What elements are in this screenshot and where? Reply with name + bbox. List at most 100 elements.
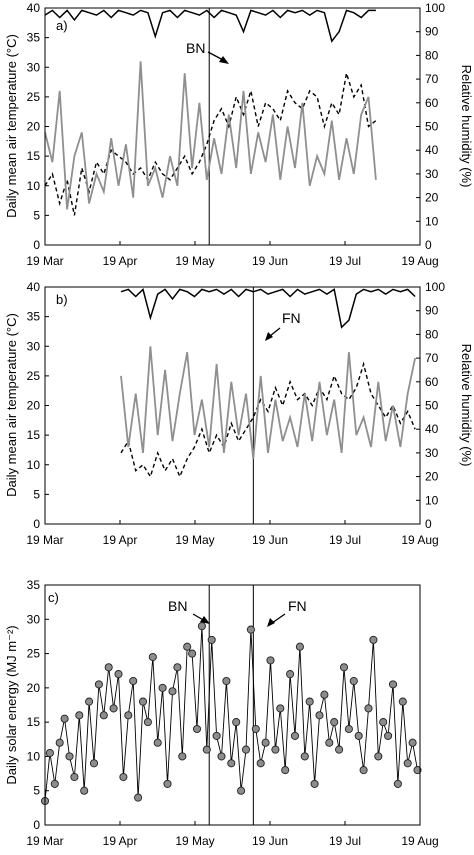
panel-c-ytick-label: 5	[33, 784, 40, 798]
panel-c-point	[222, 676, 231, 686]
panel-b-xtick-label: 19 Apr	[103, 533, 138, 547]
panel-a-ytick-label: 15	[27, 149, 41, 163]
panel-a-y2tick-label: 20	[425, 191, 439, 205]
panel-c-ylabel: Daily solar energy (MJ m⁻²)	[4, 625, 19, 784]
panel-c-ytick-label: 25	[27, 647, 41, 661]
panel-c-point	[271, 745, 280, 754]
panel-c-point	[192, 724, 202, 734]
panel-a-y2tick-label: 0	[425, 238, 432, 252]
panel-a-label: a)	[56, 18, 68, 33]
panel-a-ytick-label: 25	[27, 90, 41, 104]
panel-a-arrowhead	[219, 56, 229, 64]
panel-c-point	[148, 652, 157, 662]
panel-c-point	[104, 663, 113, 672]
panel-c-label: c)	[48, 590, 59, 605]
panel-a-ytick-label: 30	[27, 60, 41, 74]
panel-a-series-dashed-line	[44, 72, 377, 216]
panel-b-ytick-label: 25	[27, 369, 41, 383]
panel-c-point	[364, 704, 373, 713]
panel-c-point	[188, 649, 197, 658]
panel-c-point	[114, 670, 123, 679]
panel-c-point	[237, 786, 246, 795]
panel-c-xtick-label: 19 Mar	[26, 834, 63, 848]
panel-c-point	[374, 752, 383, 761]
panel-a-xtick-label: 19 Aug	[401, 254, 438, 268]
panel-c-point	[251, 724, 260, 734]
panel-c-point	[202, 745, 211, 754]
panel-b-arrowhead	[265, 332, 273, 341]
panel-c-point	[398, 697, 407, 706]
panel-b-series-gray-line	[120, 346, 416, 459]
panel-b-y2tick-label: 70	[425, 351, 439, 365]
panel-c-point	[134, 793, 143, 802]
panel-c-point	[99, 711, 108, 720]
panel-c-point	[369, 635, 378, 644]
panel-b-xtick-label: 19 Jul	[329, 533, 361, 547]
panel-c-point	[344, 724, 353, 734]
panel-a-xtick-label: 19 May	[175, 254, 214, 268]
panel-b-series-solid-line	[120, 287, 416, 329]
panel-c-point	[65, 752, 74, 761]
panel-c-point	[315, 711, 324, 720]
panel-c-ytick-label: 0	[33, 818, 40, 832]
panel-c-point	[403, 759, 412, 768]
panel-c-point	[241, 745, 251, 754]
panel-c-point	[266, 656, 275, 665]
panel-c-point	[168, 687, 177, 696]
panel-c-point	[207, 635, 216, 644]
panel-c-ytick-label: 15	[27, 715, 41, 729]
panel-c-point	[153, 738, 162, 747]
panel-a-y2tick-label: 10	[425, 214, 439, 228]
panel-c-point	[85, 697, 94, 706]
panel-c-ytick-label: 20	[27, 681, 41, 695]
panel-a-xtick-label: 19 Jun	[252, 254, 288, 268]
panel-c-point	[408, 738, 417, 747]
panel-c-point	[227, 759, 236, 768]
panel-c-fn-arrowhead	[267, 618, 275, 627]
panel-a-y2tick-label: 100	[425, 1, 445, 15]
panel-b-xtick-label: 19 May	[175, 533, 214, 547]
panel-b-ytick-label: 0	[33, 517, 40, 531]
panel-b-y2tick-label: 20	[425, 470, 439, 484]
panel-c-point	[129, 676, 138, 686]
panel-c-point	[119, 772, 128, 782]
panel-b-y2label: Relative humidity (%)	[459, 344, 474, 467]
panel-c-ytick-label: 30	[27, 612, 41, 626]
panel-c-point	[75, 711, 84, 720]
panel-a-y2tick-label: 60	[425, 96, 439, 110]
panel-b-frame	[44, 286, 421, 525]
panel-c-xtick-label: 19 May	[175, 834, 214, 848]
panel-a-series-gray-line	[44, 61, 377, 210]
panel-c-point	[50, 779, 59, 788]
panel-a-xtick-label: 19 Jul	[329, 254, 361, 268]
panel-c-point	[45, 748, 54, 758]
panel-c-xtick-label: 19 Jun	[252, 834, 288, 848]
panel-c-point	[335, 745, 344, 754]
panel-c-point	[286, 670, 295, 679]
panel-b-series-dashed-line	[120, 361, 416, 479]
panel-c-point	[295, 642, 304, 651]
panel-a-xtick-label: 19 Mar	[26, 254, 63, 268]
panel-a-y2tick-label: 70	[425, 72, 439, 86]
panel-b-ytick-label: 20	[27, 399, 41, 413]
panel-c-point	[246, 625, 255, 634]
panel-c-point	[197, 622, 206, 631]
panel-b-xtick-label: 19 Mar	[26, 533, 63, 547]
panel-c-xtick-label: 19 Jul	[329, 834, 361, 848]
panel-c-point	[300, 752, 309, 761]
panel-c-ytick-label: 35	[27, 578, 41, 592]
panel-b-y2tick-label: 30	[425, 446, 439, 460]
panel-c-point	[261, 738, 270, 747]
panel-c-point	[212, 731, 221, 740]
panel-c-ytick-label: 10	[27, 749, 41, 763]
panel-b-y2tick-label: 0	[425, 517, 432, 531]
panel-b-y2tick-label: 80	[425, 327, 439, 341]
panel-c-point	[143, 718, 152, 727]
panel-b-ytick-label: 5	[33, 487, 40, 501]
panel-b-y2tick-label: 10	[425, 493, 439, 507]
panel-c-point	[70, 772, 79, 782]
panel-c-point	[256, 759, 265, 768]
panel-c-annotation-fn: FN	[288, 598, 307, 614]
panel-b-ytick-label: 35	[27, 310, 41, 324]
panel-a-y2tick-label: 40	[425, 143, 439, 157]
